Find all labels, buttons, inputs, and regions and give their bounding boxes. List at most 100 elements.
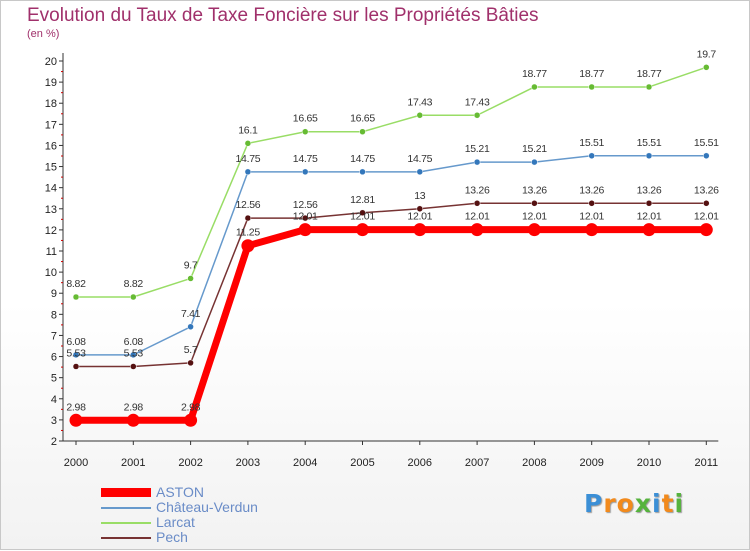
data-label-larcat: 16.1 [238,124,258,136]
series-aston [69,223,713,427]
data-point-pech [703,200,710,207]
proxiti-logo: Proxiti [584,489,684,518]
x-tick-label: 2003 [236,457,260,469]
data-point-larcat [645,83,653,91]
data-label-pech: 5.7 [184,344,198,356]
data-point-pech [531,200,538,207]
x-tick-label: 2002 [178,457,202,469]
chart-title: Evolution du Taux de Taxe Foncière sur l… [27,5,539,26]
logo-letter: r [603,489,617,518]
data-label-aston: 12.01 [579,211,604,223]
x-tick-label: 2004 [293,457,317,469]
data-label-ch-teau-verdun: 15.51 [579,137,604,149]
y-tick-label: 3 [51,415,57,427]
legend-label-larcat: Larcat [156,514,195,530]
data-point-ch-teau-verdun [703,152,710,160]
data-point-ch-teau-verdun [531,158,538,166]
y-unit-label: (en %) [27,28,60,40]
logo-letter: t [661,489,675,518]
y-tick-label: 7 [51,330,57,342]
data-label-larcat: 16.65 [293,113,318,125]
data-point-ch-teau-verdun [130,351,137,359]
y-tick-label: 8 [51,309,57,321]
legend-label-pech: Pech [156,529,188,545]
x-tick-label: 2010 [637,457,661,469]
data-label-pech: 5.53 [124,347,144,359]
y-tick-label: 20 [45,56,57,68]
data-point-pech [130,363,137,370]
data-point-larcat [130,293,137,301]
data-label-pech: 13.26 [465,184,490,196]
data-point-aston [470,223,484,237]
y-tick-label: 5 [51,373,57,385]
data-point-larcat [588,83,595,91]
y-tick-label: 6 [51,352,57,364]
data-point-ch-teau-verdun [588,152,595,160]
data-point-aston [298,223,312,237]
y-tick-label: 18 [45,98,57,110]
series-ch-teau-verdun [72,152,710,359]
data-point-ch-teau-verdun [645,152,653,160]
y-tick-label: 14 [45,183,57,195]
data-label-ch-teau-verdun: 14.75 [407,153,432,165]
data-point-pech [244,214,252,222]
data-point-larcat [187,275,194,282]
data-label-ch-teau-verdun: 14.75 [293,153,318,165]
data-label-aston: 12.01 [293,211,318,223]
x-tick-label: 2005 [350,457,374,469]
data-point-ch-teau-verdun [301,168,309,176]
series-line-ch-teau-verdun [75,155,708,356]
y-tick-label: 11 [46,246,57,258]
x-tick-label: 2001 [121,457,145,469]
data-point-aston [241,239,255,253]
data-point-ch-teau-verdun [473,158,481,166]
data-point-ch-teau-verdun [359,168,366,176]
y-tick-label: 15 [45,162,57,174]
series-line-pech [75,202,708,368]
chart-axes: 2 3 4 5 6 7 8 9 10 11 12 13 14 15 16 17 18 19 20 2000 2001 20… [45,53,719,469]
data-label-aston: 12.01 [694,211,719,223]
data-point-ch-teau-verdun [416,168,424,176]
data-point-ch-teau-verdun [72,351,80,359]
data-point-pech [301,214,309,222]
logo-letter: x [634,489,652,518]
data-point-pech [473,200,481,207]
data-point-pech [187,359,194,367]
data-label-aston: 11.25 [236,227,260,239]
data-point-larcat [244,140,252,147]
data-label-ch-teau-verdun: 15.51 [694,137,719,149]
y-tick-label: 17 [45,119,57,131]
data-point-larcat [531,83,538,91]
data-point-aston [69,413,83,427]
data-label-pech: 13.26 [637,184,662,196]
data-point-pech [359,209,366,217]
y-tick-label: 10 [45,267,57,279]
data-label-ch-teau-verdun: 15.21 [522,143,547,155]
data-label-aston: 2.98 [181,401,201,413]
y-tick-label: 13 [45,204,57,216]
data-point-larcat [359,128,366,135]
data-point-pech [588,200,595,207]
logo-letter: P [584,489,604,518]
data-label-pech: 12.56 [293,199,318,211]
data-point-pech [645,200,653,207]
data-label-pech: 13.26 [522,184,547,196]
x-tick-label: 2000 [64,457,88,469]
data-label-aston: 12.01 [350,211,375,223]
data-label-aston: 12.01 [637,211,662,223]
x-tick-label: 2008 [522,457,546,469]
series-layer [69,64,713,427]
data-point-aston [356,223,369,237]
data-label-aston: 2.98 [124,401,144,413]
data-label-larcat: 17.43 [465,96,490,108]
data-label-ch-teau-verdun: 6.08 [124,336,144,348]
x-tick-label: 2009 [579,457,603,469]
data-point-pech [72,363,80,370]
x-tick-label: 2006 [408,457,432,469]
legend-label-aston: ASTON [156,484,204,500]
data-labels-layer: 8.82 8.82 9.7 16.1 16.65 16.65 17.43 17.43 18.77… [66,48,719,413]
data-label-larcat: 18.77 [579,68,604,80]
y-tick-label: 16 [45,140,57,152]
data-label-larcat: 18.77 [637,68,662,80]
data-label-larcat: 18.77 [522,68,547,80]
